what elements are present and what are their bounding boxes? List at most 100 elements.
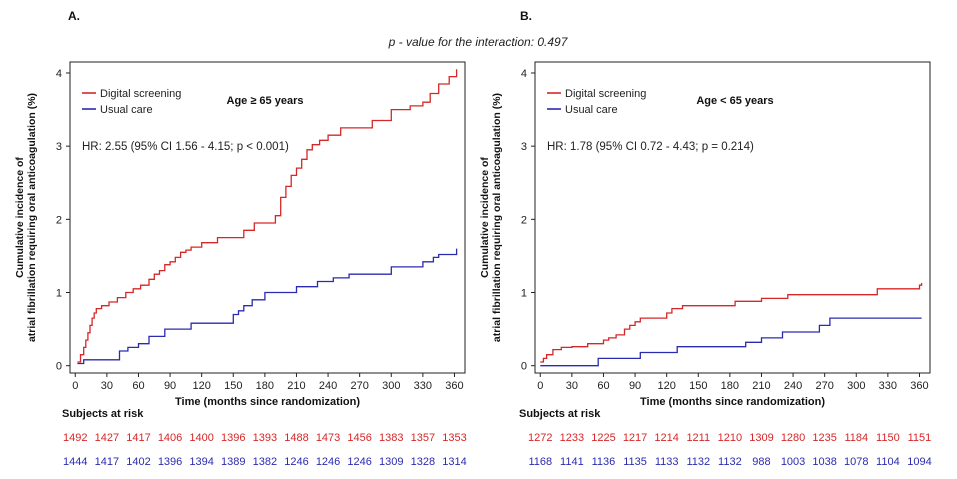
panel-b-series-line-usual xyxy=(540,317,922,367)
panel-a-risk-digital-value: 1383 xyxy=(379,432,403,444)
panel-b-y-tick-label: 1 xyxy=(521,288,527,300)
panel-b-y-tick-label: 2 xyxy=(521,214,527,226)
panel-b-risk-usual-value: 1168 xyxy=(528,456,552,468)
panel-b-x-tick-label: 90 xyxy=(629,380,641,392)
panel-a-chart: A. 0 30 60 90 120 150 180 210 240 270 300 330 360 0 1 2 3… xyxy=(14,9,467,468)
panel-b-y-tick-label: 0 xyxy=(521,361,527,373)
panel-b-risk-usual-value: 1133 xyxy=(655,456,679,468)
panel-b-risk-usual-value: 1003 xyxy=(781,456,805,468)
panel-a-y-tick-label: 0 xyxy=(56,361,62,373)
panel-a-x-tick-label: 300 xyxy=(382,380,400,392)
interaction-text: p - value for the interaction: 0.497 xyxy=(388,35,569,49)
panel-a-risk-usual-value: 1402 xyxy=(126,456,150,468)
panel-a-risk-usual-value: 1444 xyxy=(63,456,87,468)
panel-a-risk-digital-value: 1400 xyxy=(189,432,213,444)
panel-b-legend-label: Usual care xyxy=(565,104,618,116)
panel-a-y-tick-label: 4 xyxy=(56,68,62,80)
panel-b-subgroup-label: Age < 65 years xyxy=(696,95,773,107)
panel-a-risk-digital-value: 1353 xyxy=(442,432,466,444)
panel-a-x-tick-label: 180 xyxy=(256,380,274,392)
panel-b-series-line-digital xyxy=(540,283,923,363)
panel-b-x-tick-label: 330 xyxy=(879,380,897,392)
panel-b-risk-usual-value: 1132 xyxy=(718,456,742,468)
panel-b-risk-digital-value: 1225 xyxy=(591,432,615,444)
panel-a-risk-usual-value: 1246 xyxy=(347,456,371,468)
panel-a-risk-digital-value: 1406 xyxy=(158,432,182,444)
panel-b-x-tick-label: 120 xyxy=(657,380,675,392)
panel-b-x-tick-label: 270 xyxy=(815,380,833,392)
panel-b-x-tick-label: 210 xyxy=(752,380,770,392)
panel-a-risk-table-label: Subjects at risk xyxy=(62,408,144,420)
panel-a-y-tick-label: 3 xyxy=(56,141,62,153)
panel-b-hr-text: HR: 1.78 (95% CI 0.72 - 4.43; p = 0.214) xyxy=(547,141,754,153)
panel-a-risk-digital-value: 1456 xyxy=(347,432,371,444)
panel-a-risk-usual-value: 1246 xyxy=(284,456,308,468)
panel-b-label: B. xyxy=(520,9,532,23)
panel-a-x-tick-label: 120 xyxy=(192,380,210,392)
panel-a-x-tick-label: 330 xyxy=(414,380,432,392)
panel-a-x-tick-label: 240 xyxy=(319,380,337,392)
panel-a-risk-digital-value: 1427 xyxy=(95,432,119,444)
panel-b-plot-frame xyxy=(534,61,931,374)
panel-a-x-tick-label: 360 xyxy=(445,380,463,392)
panel-a-risk-digital-value: 1473 xyxy=(316,432,340,444)
panel-a-x-axis-label: Time (months since randomization) xyxy=(175,396,360,408)
panel-b-x-tick-label: 150 xyxy=(689,380,707,392)
panel-a-hr-text: HR: 2.55 (95% CI 1.56 - 4.15; p < 0.001) xyxy=(82,141,289,153)
panel-a-risk-usual-value: 1246 xyxy=(316,456,340,468)
panel-b-legend-label: Digital screening xyxy=(565,88,646,100)
panel-a-risk-digital-value: 1492 xyxy=(63,432,87,444)
panel-a-label: A. xyxy=(68,9,80,23)
panel-a-risk-usual-value: 1417 xyxy=(95,456,119,468)
panel-a-x-tick-label: 90 xyxy=(164,380,176,392)
panel-b-risk-usual-value: 1135 xyxy=(623,456,647,468)
panel-b-risk-table-label: Subjects at risk xyxy=(519,408,601,420)
panel-b-risk-digital-value: 1151 xyxy=(908,432,932,444)
panel-a-y-axis-label: atrial fibrillation requiring oral antic… xyxy=(26,93,38,342)
panel-b-x-tick-label: 30 xyxy=(566,380,578,392)
panel-a-risk-digital-value: 1396 xyxy=(221,432,245,444)
panel-b-x-axis-label: Time (months since randomization) xyxy=(640,396,825,408)
panel-a-plot-frame xyxy=(69,61,466,374)
panel-b-risk-digital-value: 1309 xyxy=(749,432,773,444)
panel-a-risk-digital-value: 1357 xyxy=(411,432,435,444)
panel-a-risk-digital-value: 1417 xyxy=(126,432,150,444)
panel-b-x-tick-label: 240 xyxy=(784,380,802,392)
panel-a-series-line-digital xyxy=(77,69,458,363)
panel-a-risk-usual-value: 1328 xyxy=(411,456,435,468)
panel-b-risk-digital-value: 1217 xyxy=(623,432,647,444)
panel-b-risk-digital-value: 1214 xyxy=(654,432,678,444)
panel-a-x-tick-label: 0 xyxy=(72,380,78,392)
panel-a-y-axis-label: Cumulative incidence of xyxy=(14,157,26,278)
panel-b-x-tick-label: 300 xyxy=(847,380,865,392)
panel-b-risk-usual-value: 1136 xyxy=(592,456,616,468)
panel-a-risk-usual-value: 1314 xyxy=(442,456,466,468)
panel-a-risk-usual-value: 1309 xyxy=(379,456,403,468)
panel-b-risk-digital-value: 1184 xyxy=(844,432,868,444)
panel-b-risk-digital-value: 1233 xyxy=(560,432,584,444)
panel-b-x-tick-label: 180 xyxy=(721,380,739,392)
panel-a-risk-digital-value: 1393 xyxy=(253,432,277,444)
panel-b-risk-usual-value: 1132 xyxy=(686,456,710,468)
panel-b-risk-digital-value: 1211 xyxy=(686,432,710,444)
panel-a-x-tick-label: 30 xyxy=(101,380,113,392)
panel-a-series-line-usual xyxy=(77,248,458,365)
panel-b-risk-digital-value: 1272 xyxy=(528,432,552,444)
panel-a-risk-usual-value: 1382 xyxy=(253,456,277,468)
panel-b-risk-usual-value: 1094 xyxy=(907,456,931,468)
panel-b-chart: B.0 30 60 90 120 150 180 210 240 270 300 330 3600123… xyxy=(479,9,932,468)
panel-a-y-tick-label: 2 xyxy=(56,214,62,226)
panel-b-risk-usual-value: 1104 xyxy=(876,456,900,468)
panel-b-risk-digital-value: 1210 xyxy=(718,432,742,444)
panel-a-x-tick-label: 150 xyxy=(224,380,242,392)
panel-a-subgroup-label: Age ≥ 65 years xyxy=(227,95,304,107)
panel-b-x-tick-label: 360 xyxy=(910,380,928,392)
panel-b-risk-usual-value: 988 xyxy=(752,456,770,468)
panel-b-risk-digital-value: 1280 xyxy=(781,432,805,444)
panel-b-risk-usual-value: 1078 xyxy=(844,456,868,468)
panel-a-risk-usual-value: 1396 xyxy=(158,456,182,468)
panel-b-risk-digital-value: 1235 xyxy=(812,432,836,444)
panel-b-risk-usual-value: 1038 xyxy=(812,456,836,468)
panel-b-y-axis-label: atrial fibrillation requiring oral antic… xyxy=(491,93,503,342)
